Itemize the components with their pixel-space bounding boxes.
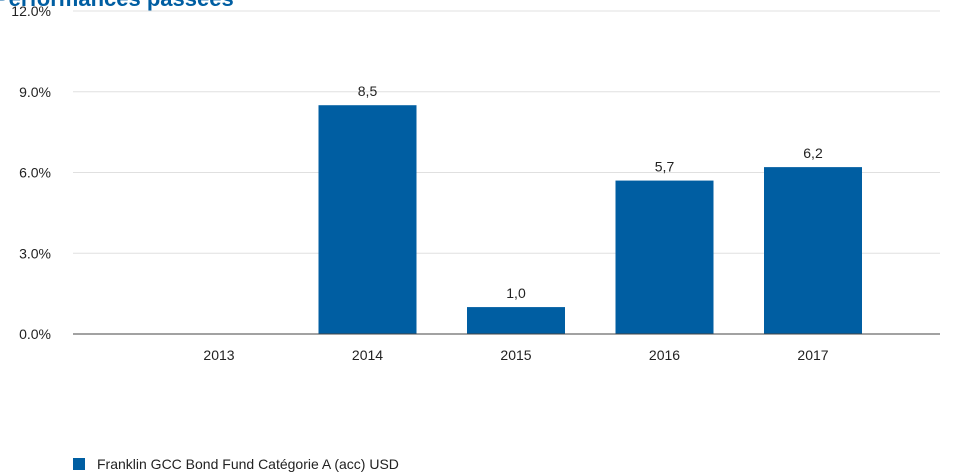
x-tick-label: 2015 bbox=[500, 347, 531, 363]
bar-value-label: 6,2 bbox=[803, 145, 823, 161]
y-tick-label: 0.0% bbox=[19, 326, 51, 342]
bar-2016 bbox=[615, 180, 714, 334]
x-tick-label: 2014 bbox=[352, 347, 383, 363]
bar-2014 bbox=[318, 105, 417, 334]
x-tick-label: 2017 bbox=[797, 347, 828, 363]
y-tick-label: 6.0% bbox=[19, 165, 51, 181]
bar-value-label: 1,0 bbox=[506, 285, 526, 301]
bar-2015 bbox=[467, 307, 565, 334]
bar-2017 bbox=[764, 167, 862, 334]
x-tick-label: 2013 bbox=[203, 347, 234, 363]
y-axis-ticks: 0.0% 3.0% 6.0% 9.0% 12.0% bbox=[11, 3, 51, 342]
x-tick-label: 2016 bbox=[649, 347, 680, 363]
y-tick-label: 9.0% bbox=[19, 84, 51, 100]
y-tick-label: 12.0% bbox=[11, 3, 51, 19]
bars bbox=[318, 105, 862, 334]
y-tick-label: 3.0% bbox=[19, 245, 51, 261]
legend-swatch bbox=[73, 458, 85, 470]
chart-legend: Franklin GCC Bond Fund Catégorie A (acc)… bbox=[73, 456, 399, 472]
bar-value-label: 5,7 bbox=[655, 159, 675, 175]
bar-value-label: 8,5 bbox=[358, 83, 378, 99]
x-axis-ticks: 2013 2014 2015 2016 2017 bbox=[203, 347, 828, 363]
bar-value-labels: 8,5 1,0 5,7 6,2 bbox=[358, 83, 823, 301]
legend-label: Franklin GCC Bond Fund Catégorie A (acc)… bbox=[97, 456, 399, 472]
page-title: Performances passées bbox=[0, 0, 234, 12]
